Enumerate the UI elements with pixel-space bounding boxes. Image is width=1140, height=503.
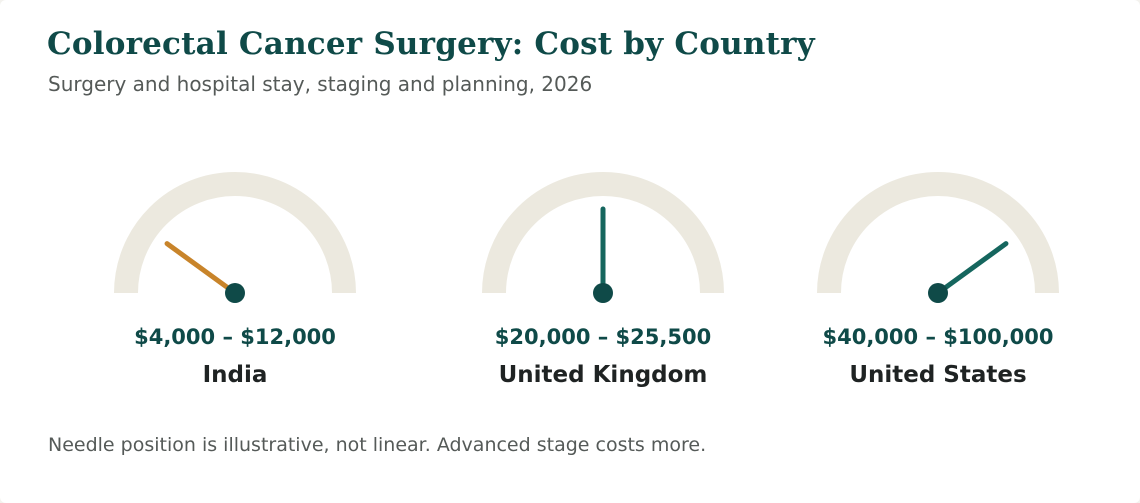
gauge-needle-united-states <box>935 241 1009 296</box>
gauge-track-united-kingdom <box>482 172 724 294</box>
chart-title: Colorectal Cancer Surgery: Cost by Count… <box>47 26 815 62</box>
gauge-hub-india <box>225 283 245 303</box>
chart-footnote: Needle position is illustrative, not lin… <box>48 434 707 456</box>
gauge-needle-india <box>164 241 238 296</box>
gauge-hub-united-kingdom <box>593 283 613 303</box>
gauge-track-united-states <box>817 172 1059 294</box>
gauge-range-label-united-kingdom: $20,000 – $25,500 <box>495 325 711 349</box>
gauge-country-label-united-kingdom: United Kingdom <box>499 362 708 388</box>
gauge-track-india <box>114 172 356 294</box>
chart-subtitle: Surgery and hospital stay, staging and p… <box>48 72 593 96</box>
gauge-range-label-united-states: $40,000 – $100,000 <box>822 325 1053 349</box>
gauge-country-label-united-states: United States <box>849 362 1026 388</box>
gauge-hub-united-states <box>928 283 948 303</box>
gauge-country-label-india: India <box>203 362 268 388</box>
gauge-range-label-india: $4,000 – $12,000 <box>134 325 336 349</box>
